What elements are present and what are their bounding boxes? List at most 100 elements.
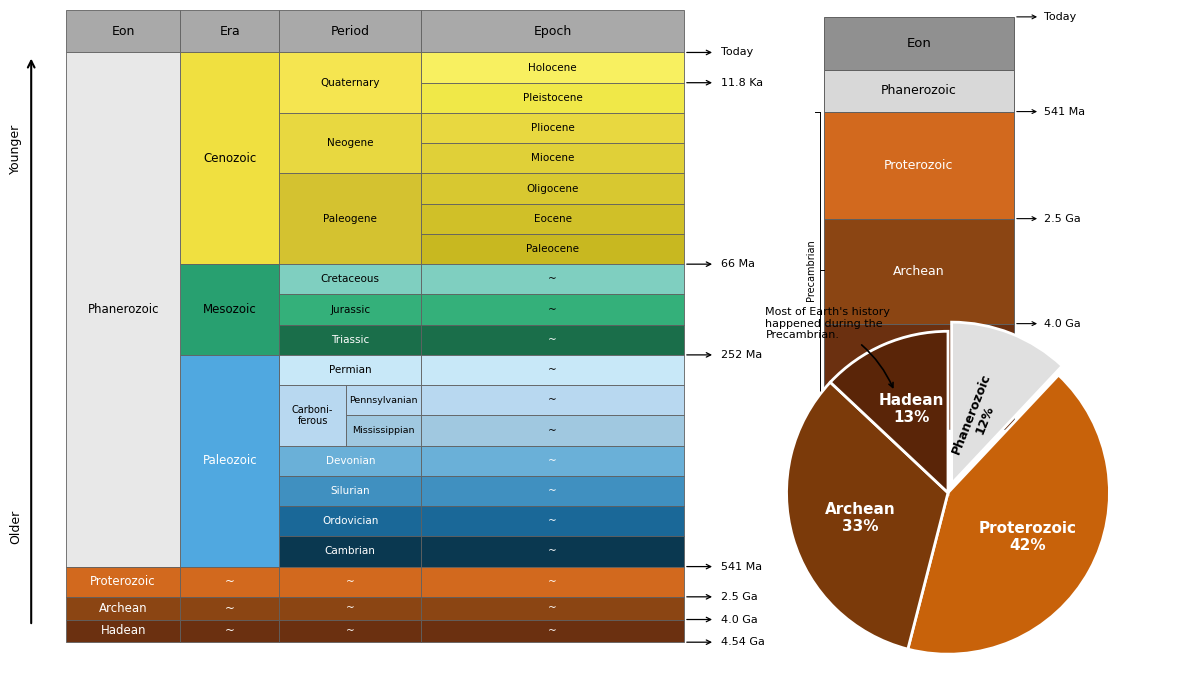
- Bar: [824, 70, 1014, 111]
- Bar: [66, 597, 180, 620]
- Bar: [421, 83, 684, 113]
- Wedge shape: [908, 375, 1110, 654]
- Text: 66 Ma: 66 Ma: [721, 259, 755, 269]
- Bar: [280, 537, 421, 566]
- Bar: [180, 566, 280, 597]
- Bar: [421, 10, 684, 53]
- Bar: [280, 566, 421, 597]
- Text: Eon: Eon: [906, 37, 931, 50]
- Text: ~: ~: [548, 456, 557, 466]
- Bar: [66, 10, 180, 53]
- Text: ~: ~: [548, 425, 557, 435]
- Text: Proterozoic
42%: Proterozoic 42%: [979, 520, 1076, 553]
- Bar: [421, 476, 684, 506]
- Text: Eocene: Eocene: [534, 214, 571, 224]
- Bar: [421, 53, 684, 83]
- Text: ~: ~: [548, 486, 557, 496]
- Text: 4.54 Ga: 4.54 Ga: [1044, 424, 1088, 433]
- Bar: [421, 446, 684, 476]
- Bar: [421, 385, 684, 415]
- Text: Neogene: Neogene: [328, 138, 373, 148]
- Bar: [421, 325, 684, 355]
- Text: ~: ~: [224, 624, 235, 637]
- Bar: [280, 446, 421, 476]
- Bar: [421, 264, 684, 294]
- Bar: [280, 476, 421, 506]
- Bar: [180, 597, 280, 620]
- Text: Archean: Archean: [98, 601, 148, 615]
- Text: Paleogene: Paleogene: [323, 214, 377, 224]
- Text: Phanerozoic
12%: Phanerozoic 12%: [949, 372, 1007, 462]
- Bar: [824, 111, 1014, 219]
- Text: ~: ~: [548, 396, 557, 405]
- Bar: [280, 597, 421, 620]
- Text: Hadean: Hadean: [895, 370, 943, 383]
- Text: Paleozoic: Paleozoic: [203, 454, 257, 467]
- Text: Phanerozoic: Phanerozoic: [88, 303, 158, 316]
- Text: Era: Era: [220, 25, 240, 38]
- Bar: [280, 385, 346, 446]
- Wedge shape: [830, 331, 948, 493]
- Text: Triassic: Triassic: [331, 335, 370, 345]
- Bar: [421, 294, 684, 325]
- Bar: [280, 173, 421, 264]
- Text: ~: ~: [346, 576, 355, 587]
- Text: Oligocene: Oligocene: [527, 184, 578, 194]
- Text: 541 Ma: 541 Ma: [721, 562, 762, 572]
- Text: 4.0 Ga: 4.0 Ga: [1044, 319, 1081, 329]
- Text: ~: ~: [346, 603, 355, 613]
- Text: ~: ~: [548, 365, 557, 375]
- Bar: [180, 10, 280, 53]
- Text: Hadean: Hadean: [101, 624, 146, 637]
- Text: Eon: Eon: [112, 25, 134, 38]
- Text: Paleocene: Paleocene: [526, 244, 580, 254]
- Text: Cambrian: Cambrian: [325, 547, 376, 556]
- Text: ~: ~: [548, 516, 557, 526]
- Text: ~: ~: [548, 335, 557, 345]
- Bar: [421, 537, 684, 566]
- Bar: [180, 53, 280, 264]
- Bar: [421, 143, 684, 173]
- Text: Quaternary: Quaternary: [320, 78, 380, 88]
- Text: ~: ~: [224, 601, 235, 615]
- Bar: [346, 415, 421, 446]
- Text: Jurassic: Jurassic: [330, 304, 371, 315]
- Bar: [280, 10, 421, 53]
- Bar: [180, 355, 280, 566]
- Text: Period: Period: [331, 25, 370, 38]
- Bar: [280, 294, 421, 325]
- Text: Cretaceous: Cretaceous: [320, 274, 379, 284]
- Bar: [280, 264, 421, 294]
- Text: Cenozoic: Cenozoic: [203, 152, 257, 165]
- Bar: [280, 355, 421, 385]
- Bar: [66, 620, 180, 642]
- Bar: [280, 53, 421, 113]
- Text: Miocene: Miocene: [530, 153, 575, 163]
- Text: Holocene: Holocene: [528, 63, 577, 73]
- Text: Today: Today: [1044, 12, 1076, 22]
- Bar: [824, 323, 1014, 429]
- Text: Precambrian: Precambrian: [806, 239, 816, 301]
- Wedge shape: [786, 382, 948, 649]
- Text: Proterozoic: Proterozoic: [884, 159, 954, 171]
- Text: ~: ~: [224, 575, 235, 588]
- Text: ~: ~: [548, 304, 557, 315]
- Text: 4.54 Ga: 4.54 Ga: [721, 637, 764, 647]
- Text: Phanerozoic: Phanerozoic: [881, 84, 956, 97]
- Bar: [421, 566, 684, 597]
- Text: ~: ~: [548, 576, 557, 587]
- Bar: [421, 204, 684, 234]
- Text: Today: Today: [721, 47, 754, 57]
- Bar: [280, 620, 421, 642]
- Text: Mesozoic: Mesozoic: [203, 303, 257, 316]
- Bar: [421, 113, 684, 143]
- Text: Proterozoic: Proterozoic: [90, 575, 156, 588]
- Bar: [280, 325, 421, 355]
- Bar: [66, 53, 180, 566]
- Text: Hadean
13%: Hadean 13%: [880, 393, 944, 425]
- Text: 541 Ma: 541 Ma: [1044, 107, 1085, 117]
- Text: Mississippian: Mississippian: [353, 426, 415, 435]
- Text: Ordovician: Ordovician: [322, 516, 378, 526]
- Text: 2.5 Ga: 2.5 Ga: [721, 592, 758, 602]
- Text: Permian: Permian: [329, 365, 372, 375]
